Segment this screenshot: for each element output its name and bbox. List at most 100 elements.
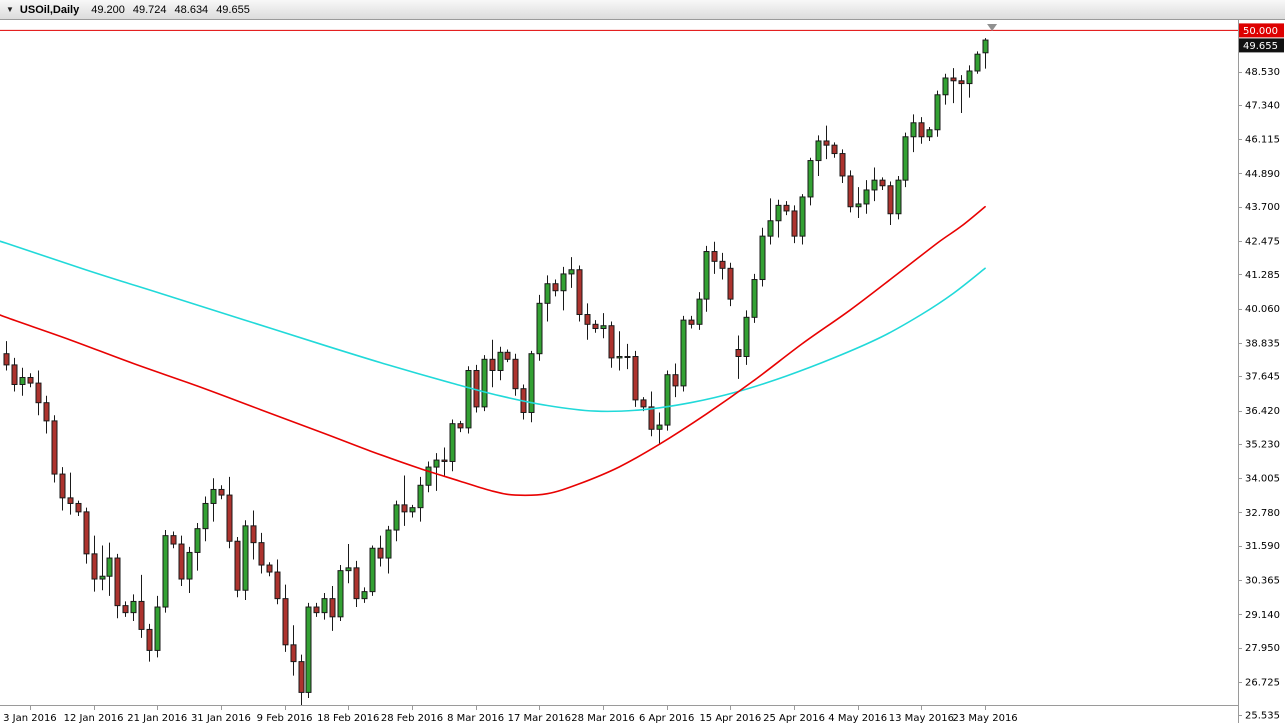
candle xyxy=(218,485,225,500)
candle xyxy=(441,447,448,476)
candle xyxy=(688,315,695,329)
candle xyxy=(600,313,607,339)
date-label: 18 Feb 2016 xyxy=(317,713,379,723)
candles-series xyxy=(3,38,989,705)
candle xyxy=(727,262,734,307)
candle xyxy=(154,595,161,658)
candle xyxy=(719,252,726,280)
price-tick-label: 26.725 xyxy=(1245,677,1280,688)
price-tick-label: 47.340 xyxy=(1245,100,1280,111)
current-price-badge xyxy=(1239,38,1284,53)
candle xyxy=(313,602,320,617)
candle xyxy=(536,294,543,361)
candle xyxy=(425,461,432,493)
candle xyxy=(465,366,472,434)
date-label: 31 Jan 2016 xyxy=(191,713,251,723)
candle xyxy=(902,132,909,188)
candle xyxy=(401,475,408,526)
candle xyxy=(608,321,615,368)
candle xyxy=(592,320,599,333)
candle xyxy=(711,241,718,274)
candle xyxy=(67,472,74,515)
candle xyxy=(417,476,424,522)
candle xyxy=(680,315,687,392)
candle xyxy=(91,535,98,592)
candle xyxy=(576,265,583,322)
date-label: 28 Mar 2016 xyxy=(571,713,634,723)
candle xyxy=(146,623,153,662)
candle xyxy=(926,126,933,141)
candle xyxy=(632,350,639,407)
candle xyxy=(751,273,758,323)
candle xyxy=(194,523,201,571)
date-label: 4 May 2016 xyxy=(828,713,887,723)
current-price-badge-label: 49.655 xyxy=(1243,41,1278,52)
candle xyxy=(703,245,710,312)
candle xyxy=(298,654,305,705)
candle xyxy=(942,73,949,105)
price-tick-label: 29.140 xyxy=(1245,610,1280,621)
candle xyxy=(433,453,440,491)
candle xyxy=(568,257,575,288)
candle xyxy=(807,157,814,206)
date-label: 6 Apr 2016 xyxy=(639,713,694,723)
price-tick-label: 37.645 xyxy=(1245,372,1280,383)
candle xyxy=(329,586,336,631)
candle xyxy=(99,545,106,591)
date-label: 9 Feb 2016 xyxy=(257,713,313,723)
candle xyxy=(11,357,18,392)
candle xyxy=(43,395,50,434)
date-label: 3 Jan 2016 xyxy=(3,713,57,723)
candle xyxy=(274,559,281,605)
candle xyxy=(409,504,416,518)
candle xyxy=(3,341,10,371)
candle xyxy=(19,367,26,396)
candle xyxy=(950,68,957,104)
candle xyxy=(457,420,464,433)
candle xyxy=(871,167,878,202)
price-tick-label: 42.475 xyxy=(1245,237,1280,248)
candle xyxy=(106,542,113,596)
candle xyxy=(170,531,177,549)
price-tick-label: 32.780 xyxy=(1245,508,1280,519)
candle xyxy=(855,187,862,218)
candle xyxy=(305,602,312,699)
candle xyxy=(345,544,352,584)
candle xyxy=(290,625,297,676)
candle xyxy=(799,194,806,245)
price-axis[interactable]: 48.530 47.340 46.115 44.890 43.700 42.475 41.2… xyxy=(1238,20,1281,723)
time-axis[interactable]: 3 Jan 2016 12 Jan 2016 21 Jan 2016 31 Jan 2… xyxy=(0,705,1238,723)
candle xyxy=(186,546,193,594)
candle xyxy=(767,198,774,245)
chart-header: ▼ USOil,Daily 49.200 49.724 48.634 49.65… xyxy=(0,0,1285,20)
candle xyxy=(162,530,169,613)
candle xyxy=(958,75,965,113)
candle xyxy=(337,565,344,622)
candle xyxy=(178,535,185,587)
candle xyxy=(122,601,129,617)
price-tick-label: 44.890 xyxy=(1245,169,1280,180)
price-tick-label: 43.700 xyxy=(1245,202,1280,213)
date-label: 17 Mar 2016 xyxy=(508,713,571,723)
candle xyxy=(258,532,265,574)
candle xyxy=(377,535,384,567)
candle xyxy=(512,353,519,396)
shift-marker-icon[interactable] xyxy=(987,24,998,31)
candle xyxy=(504,349,511,363)
ohlc-high-value: 49.724 xyxy=(132,3,167,16)
candle xyxy=(672,363,679,398)
level-price-badge xyxy=(1239,23,1284,38)
dropdown-triangle-icon[interactable]: ▼ xyxy=(6,4,14,14)
candle xyxy=(210,478,217,522)
candle xyxy=(83,507,90,564)
candle xyxy=(35,370,42,416)
candle xyxy=(823,125,830,160)
candle xyxy=(831,142,838,158)
candle xyxy=(759,227,766,287)
level-price-badge-label: 50.000 xyxy=(1243,26,1278,37)
candle xyxy=(528,350,535,423)
date-label: 13 May 2016 xyxy=(889,713,954,723)
date-label: 8 Mar 2016 xyxy=(447,713,504,723)
date-label: 28 Feb 2016 xyxy=(381,713,443,723)
